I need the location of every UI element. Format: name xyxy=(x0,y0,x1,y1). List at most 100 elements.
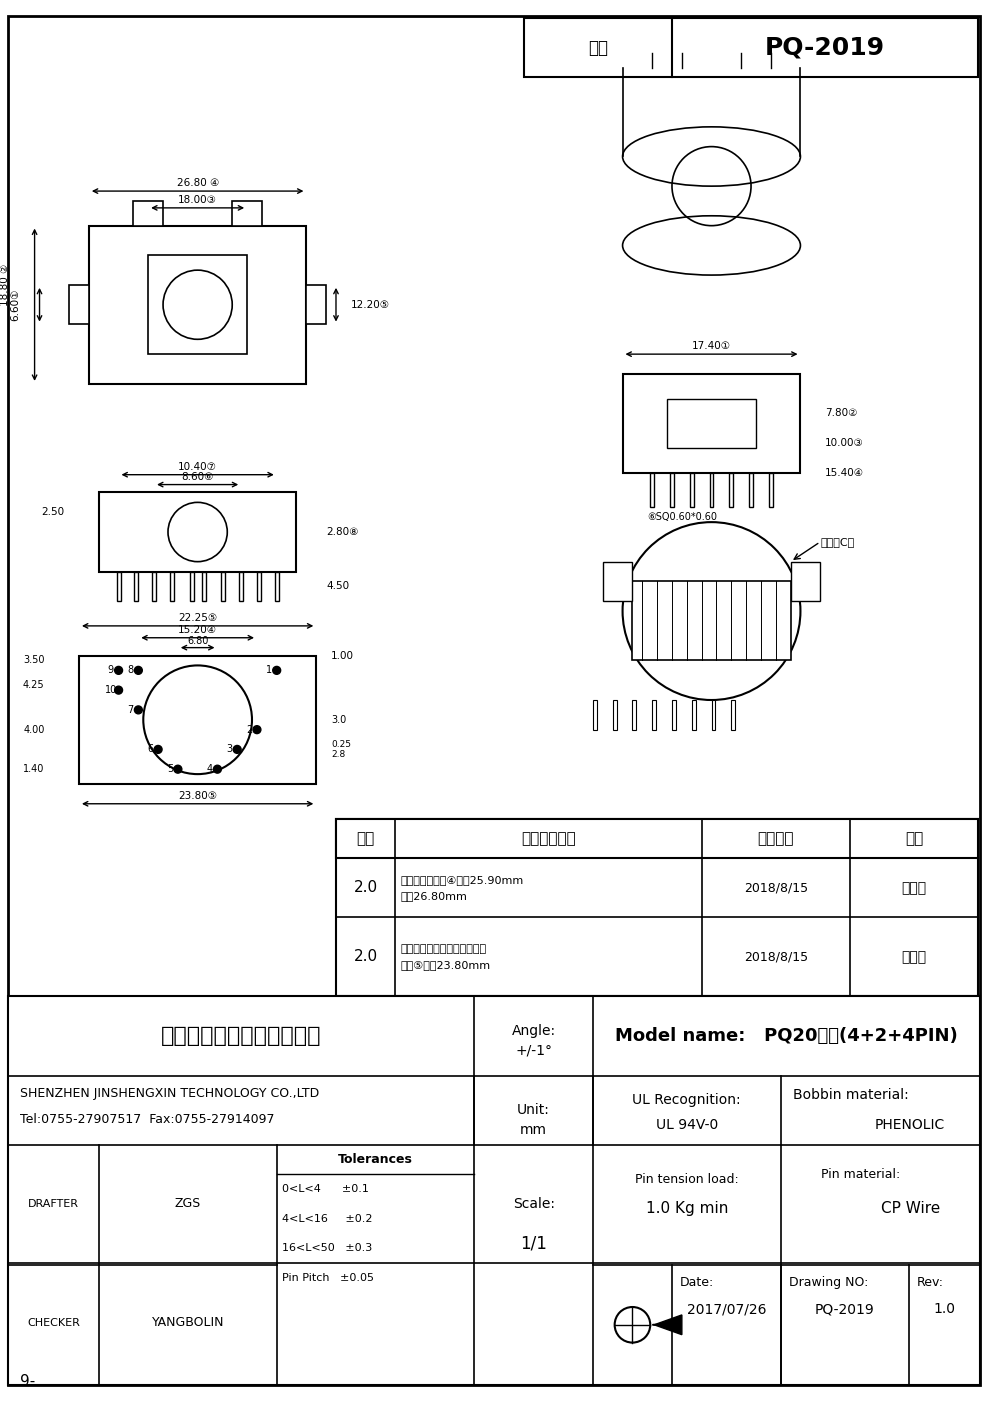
Text: YANGBOLIN: YANGBOLIN xyxy=(152,1316,224,1330)
Bar xyxy=(336,818,978,859)
Text: 1: 1 xyxy=(266,665,272,675)
Bar xyxy=(749,472,753,507)
Text: 改成26.80mm: 改成26.80mm xyxy=(400,891,467,901)
Text: 距，⑤尺寸23.80mm: 距，⑤尺寸23.80mm xyxy=(400,960,490,969)
Text: 9: 9 xyxy=(108,665,114,675)
Bar xyxy=(670,472,674,507)
Circle shape xyxy=(253,726,261,734)
Text: ⑥SQ0.60*0.60: ⑥SQ0.60*0.60 xyxy=(647,513,717,523)
Text: 17.40①: 17.40① xyxy=(692,342,731,352)
Bar xyxy=(99,493,296,572)
Circle shape xyxy=(213,765,221,773)
Bar xyxy=(613,700,617,730)
Text: 型号: 型号 xyxy=(588,39,608,57)
Text: Date:: Date: xyxy=(680,1276,714,1289)
Bar xyxy=(667,399,756,448)
Circle shape xyxy=(134,667,142,674)
Bar xyxy=(275,572,279,601)
Text: 18.00③: 18.00③ xyxy=(178,195,217,205)
Text: 4<L<16     ±0.2: 4<L<16 ±0.2 xyxy=(282,1213,372,1224)
Text: 2.80⑧: 2.80⑧ xyxy=(326,527,358,537)
Text: 16<L<50   ±0.3: 16<L<50 ±0.3 xyxy=(282,1244,372,1254)
Text: 刘辰逸: 刘辰逸 xyxy=(902,950,927,964)
Text: 确认: 确认 xyxy=(905,831,923,846)
Text: 7: 7 xyxy=(127,705,134,715)
Text: 15.20④: 15.20④ xyxy=(178,625,217,635)
Text: Model name:   PQ20立式(4+2+4PIN): Model name: PQ20立式(4+2+4PIN) xyxy=(615,1027,958,1045)
Circle shape xyxy=(154,745,162,754)
Text: 深圳市金盛鑫科技有限公司: 深圳市金盛鑫科技有限公司 xyxy=(161,1026,321,1047)
Bar xyxy=(202,572,206,601)
Bar xyxy=(148,255,247,354)
Text: Pin material:: Pin material: xyxy=(821,1168,900,1181)
Text: 变更日期: 变更日期 xyxy=(757,831,794,846)
Circle shape xyxy=(273,667,281,674)
Text: Tel:0755-27907517  Fax:0755-27914097: Tel:0755-27907517 Fax:0755-27914097 xyxy=(20,1114,274,1126)
Bar xyxy=(652,700,656,730)
Bar xyxy=(593,700,597,730)
Text: 版本: 版本 xyxy=(357,831,375,846)
Text: PQ-2019: PQ-2019 xyxy=(815,1303,875,1316)
Text: 2018/8/15: 2018/8/15 xyxy=(744,881,808,894)
Text: CP Wire: CP Wire xyxy=(881,1202,940,1216)
Text: Tolerances: Tolerances xyxy=(338,1153,413,1166)
Text: DRAFTER: DRAFTER xyxy=(28,1199,79,1209)
Text: 9-: 9- xyxy=(20,1374,35,1390)
Text: 1/1: 1/1 xyxy=(520,1234,547,1252)
Text: 12.20⑤: 12.20⑤ xyxy=(351,300,390,310)
Text: 10.40⑦: 10.40⑦ xyxy=(178,462,217,472)
Text: 刘辰逸: 刘辰逸 xyxy=(902,881,927,895)
Bar xyxy=(170,572,174,601)
Text: 8: 8 xyxy=(127,665,134,675)
Text: 15.40④: 15.40④ xyxy=(825,468,864,478)
Bar xyxy=(729,472,733,507)
Text: 根据客户要求，④尺寸25.90mm: 根据客户要求，④尺寸25.90mm xyxy=(400,874,523,885)
Text: PQ-2019: PQ-2019 xyxy=(765,36,885,60)
Bar xyxy=(134,572,138,601)
Circle shape xyxy=(115,686,123,693)
Text: 3.0: 3.0 xyxy=(331,715,346,724)
Text: 10.00③: 10.00③ xyxy=(825,439,864,448)
Text: Drawing NO:: Drawing NO: xyxy=(789,1276,868,1289)
Text: Angle:: Angle: xyxy=(512,1024,556,1038)
Bar xyxy=(623,374,800,472)
Bar xyxy=(791,562,820,601)
Polygon shape xyxy=(654,1316,682,1335)
Text: 26.80 ④: 26.80 ④ xyxy=(177,178,219,188)
Bar xyxy=(239,572,243,601)
Bar xyxy=(89,226,306,384)
Text: 1.0 Kg min: 1.0 Kg min xyxy=(646,1202,728,1216)
Text: 6.60①: 6.60① xyxy=(10,289,20,321)
Text: UL Recognition:: UL Recognition: xyxy=(632,1093,741,1107)
Text: 6.80: 6.80 xyxy=(187,636,208,646)
Circle shape xyxy=(174,765,182,773)
Text: Scale:: Scale: xyxy=(513,1196,555,1210)
Bar xyxy=(712,700,715,730)
Text: 18.80 ②: 18.80 ② xyxy=(0,263,10,305)
Bar xyxy=(632,700,636,730)
Bar xyxy=(152,572,156,601)
Text: Unit:: Unit: xyxy=(517,1103,550,1117)
Text: 此处加C角: 此处加C角 xyxy=(820,537,854,546)
Bar xyxy=(710,472,713,507)
Text: 2017/07/26: 2017/07/26 xyxy=(687,1303,766,1316)
Bar xyxy=(69,284,89,325)
Bar xyxy=(306,284,326,325)
Bar xyxy=(672,700,676,730)
Text: Pin Pitch   ±0.05: Pin Pitch ±0.05 xyxy=(282,1274,374,1283)
Text: 1.40: 1.40 xyxy=(23,764,44,775)
Text: 3: 3 xyxy=(226,744,232,754)
Text: 7.80②: 7.80② xyxy=(825,409,858,419)
Text: SHENZHEN JINSHENGXIN TECHNOLOGY CO.,LTD: SHENZHEN JINSHENGXIN TECHNOLOGY CO.,LTD xyxy=(20,1087,319,1100)
Text: 22.25⑤: 22.25⑤ xyxy=(178,614,217,623)
Text: 根据客户要求，新增加一个排: 根据客户要求，新增加一个排 xyxy=(400,944,486,954)
Bar xyxy=(769,472,773,507)
Text: 1.00: 1.00 xyxy=(331,650,354,660)
Bar xyxy=(117,572,121,601)
Text: 2.0: 2.0 xyxy=(354,880,378,895)
Text: 2.50: 2.50 xyxy=(41,507,64,517)
Text: 2018/8/15: 2018/8/15 xyxy=(744,950,808,964)
Text: Pin tension load:: Pin tension load: xyxy=(635,1173,739,1185)
Text: 4.00: 4.00 xyxy=(23,724,44,734)
Text: 23.80⑤: 23.80⑤ xyxy=(178,790,217,801)
